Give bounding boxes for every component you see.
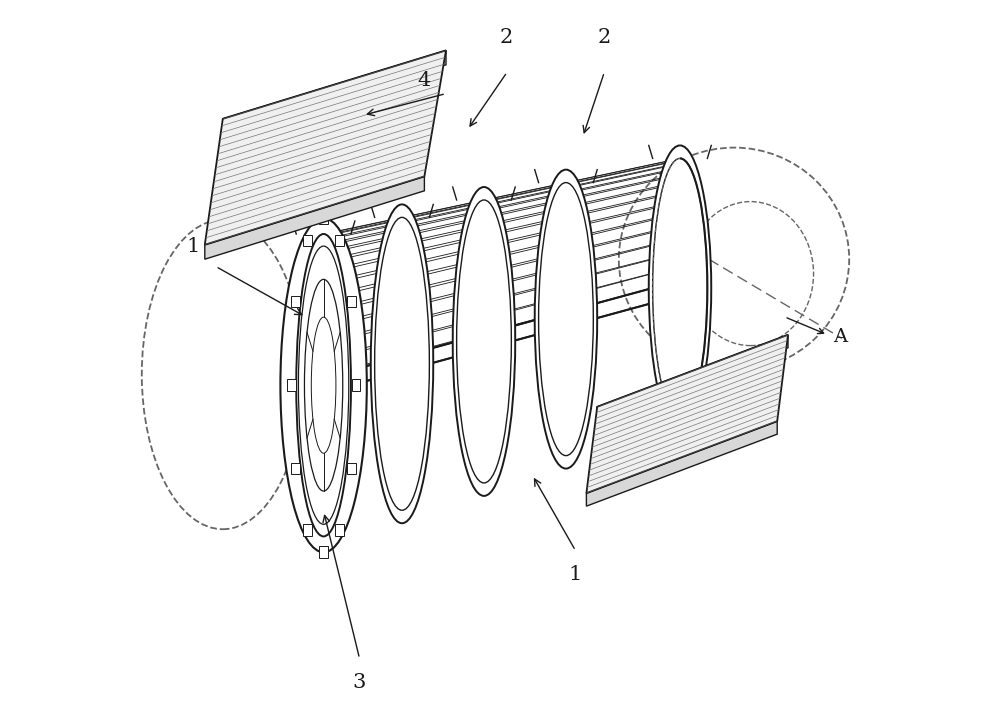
Polygon shape: [586, 335, 788, 493]
Ellipse shape: [280, 218, 367, 552]
Text: 4: 4: [417, 71, 430, 91]
Ellipse shape: [649, 145, 711, 431]
Ellipse shape: [375, 217, 429, 510]
Ellipse shape: [653, 158, 707, 418]
Ellipse shape: [304, 279, 343, 491]
Ellipse shape: [653, 158, 707, 418]
Bar: [303, 235, 312, 246]
Bar: [347, 296, 356, 307]
Ellipse shape: [296, 234, 351, 536]
Ellipse shape: [296, 234, 351, 536]
Ellipse shape: [453, 187, 515, 496]
Bar: [335, 235, 344, 246]
Text: 2: 2: [597, 28, 610, 48]
Ellipse shape: [457, 200, 511, 483]
Bar: [347, 463, 356, 474]
Text: 1: 1: [187, 237, 200, 256]
Bar: [319, 212, 328, 224]
Ellipse shape: [371, 204, 433, 523]
Ellipse shape: [292, 221, 355, 549]
Ellipse shape: [535, 170, 597, 469]
Polygon shape: [223, 50, 446, 133]
Text: 3: 3: [352, 672, 366, 692]
Ellipse shape: [298, 246, 349, 524]
Bar: [291, 463, 300, 474]
Text: 2: 2: [500, 28, 513, 48]
Bar: [352, 379, 360, 391]
Bar: [335, 524, 344, 536]
Ellipse shape: [539, 183, 593, 456]
Ellipse shape: [311, 318, 336, 454]
Polygon shape: [586, 421, 777, 506]
Polygon shape: [205, 50, 446, 245]
Polygon shape: [597, 335, 788, 420]
Bar: [319, 546, 328, 558]
Polygon shape: [205, 176, 424, 259]
Text: A: A: [833, 328, 847, 346]
Bar: [287, 379, 296, 391]
Bar: [291, 296, 300, 307]
Bar: [303, 524, 312, 536]
Text: 1: 1: [568, 564, 582, 584]
